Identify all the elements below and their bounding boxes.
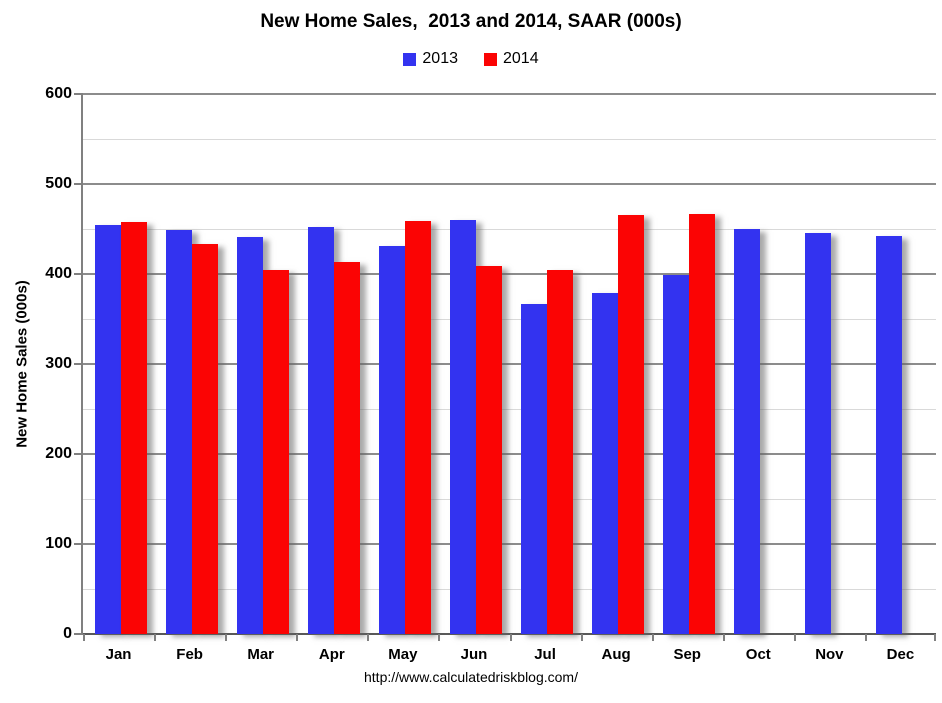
month-label-jun: Jun — [460, 646, 488, 663]
x-tick-2 — [225, 634, 228, 641]
y-tick-label-200: 200 — [45, 445, 72, 462]
x-tick-3 — [296, 634, 299, 641]
chart-title: New Home Sales, 2013 and 2014, SAAR (000… — [260, 11, 682, 32]
bar-2014-apr — [333, 262, 360, 634]
gridline-major-200 — [83, 453, 936, 455]
x-tick-4 — [367, 634, 370, 641]
x-tick-12 — [934, 634, 936, 641]
gridline-minor-150 — [83, 499, 936, 500]
legend-label-2013: 2013 — [422, 50, 458, 67]
bar-2013-aug — [592, 292, 619, 634]
bar-2013-jan — [94, 224, 121, 634]
gridline-minor-450 — [83, 229, 936, 230]
x-tick-8 — [651, 634, 654, 641]
x-tick-9 — [722, 634, 725, 641]
x-tick-5 — [438, 634, 441, 641]
bar-2013-jun — [449, 220, 476, 634]
y-tick-0 — [74, 633, 83, 635]
x-tick-11 — [864, 634, 867, 641]
bar-2013-feb — [165, 229, 192, 634]
x-tick-1 — [154, 634, 157, 641]
y-tick-600 — [74, 93, 83, 95]
gridline-major-600 — [83, 93, 936, 95]
bar-2013-apr — [307, 227, 334, 634]
month-label-mar: Mar — [247, 646, 275, 663]
month-label-aug: Aug — [601, 646, 631, 663]
month-label-may: May — [388, 646, 418, 663]
gridline-major-400 — [83, 273, 936, 275]
y-tick-200 — [74, 453, 83, 455]
bar-2014-jul — [547, 269, 573, 634]
y-tick-label-300: 300 — [45, 355, 72, 372]
month-label-apr: Apr — [318, 646, 345, 663]
legend: 2013 2014 — [0, 50, 942, 68]
x-tick-7 — [580, 634, 583, 641]
month-label-sep: Sep — [673, 646, 701, 663]
bar-2014-sep — [689, 213, 716, 634]
month-label-dec: Dec — [886, 646, 915, 663]
gridline-major-300 — [83, 363, 936, 365]
legend-item-2014: 2014 — [484, 50, 539, 68]
gridline-minor-250 — [83, 409, 936, 410]
y-tick-label-600: 600 — [45, 85, 72, 102]
y-tick-label-500: 500 — [45, 175, 72, 192]
bar-2014-may — [404, 220, 431, 634]
bar-2014-aug — [618, 214, 645, 634]
x-tick-6 — [509, 634, 512, 641]
bar-2014-feb — [191, 244, 218, 634]
month-label-jul: Jul — [534, 646, 556, 663]
bar-2013-oct — [734, 229, 761, 634]
gridline-minor-50 — [83, 589, 936, 590]
y-tick-label-0: 0 — [63, 625, 72, 642]
y-tick-400 — [74, 273, 83, 275]
gridline-major-100 — [83, 543, 936, 545]
bar-2013-dec — [876, 236, 903, 634]
bar-2013-sep — [663, 274, 690, 634]
gridline-major-500 — [83, 183, 936, 185]
legend-item-2013: 2013 — [403, 50, 458, 68]
bar-2013-may — [378, 246, 405, 634]
bar-2014-jan — [120, 221, 147, 634]
x-tick-10 — [793, 634, 796, 641]
month-label-jan: Jan — [105, 646, 132, 663]
bar-2014-mar — [262, 270, 289, 634]
x-tick-0 — [83, 634, 85, 641]
month-label-feb: Feb — [176, 646, 203, 663]
y-tick-100 — [74, 543, 83, 545]
legend-label-2014: 2014 — [503, 50, 539, 67]
month-label-nov: Nov — [815, 646, 844, 663]
legend-swatch-2014-icon — [484, 52, 497, 66]
footer-url: http://www.calculatedriskblog.com/ — [364, 669, 578, 685]
y-tick-label-400: 400 — [45, 265, 72, 282]
bar-2013-nov — [805, 232, 832, 634]
plot-area: Jan Feb Mar Apr May Jun Jul Aug Sep Oct Nov Dec — [74, 93, 936, 663]
y-tick-300 — [74, 363, 83, 365]
bar-2014-jun — [475, 265, 502, 634]
gridline-minor-550 — [83, 139, 936, 140]
bar-2013-mar — [236, 237, 263, 634]
y-tick-500 — [74, 183, 83, 185]
month-label-oct: Oct — [745, 646, 771, 663]
legend-swatch-2013-icon — [403, 52, 417, 66]
y-tick-label-100: 100 — [45, 535, 72, 552]
bar-2013-jul — [521, 303, 547, 634]
gridline-minor-350 — [83, 319, 936, 320]
